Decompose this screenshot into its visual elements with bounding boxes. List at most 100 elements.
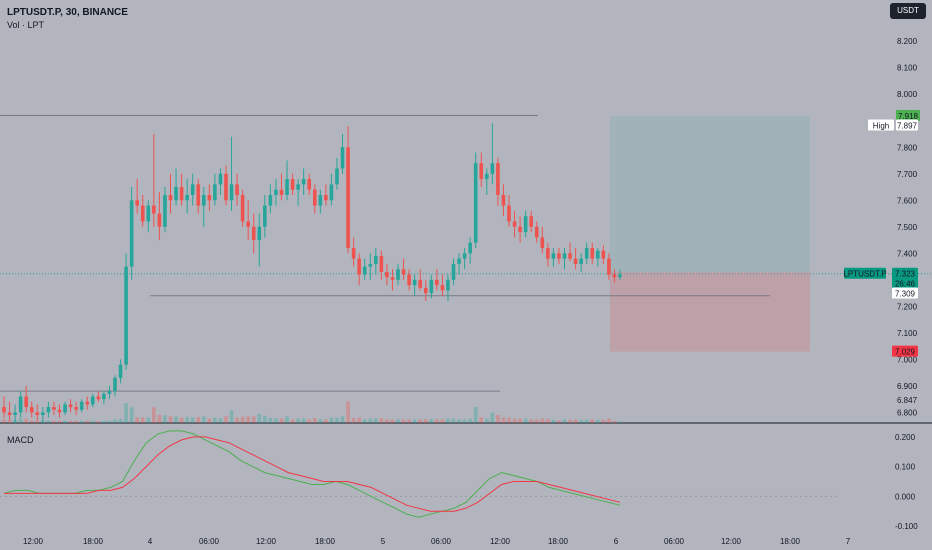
level-price-tag: 7.309 <box>895 289 916 298</box>
volume-bar <box>229 410 234 423</box>
chart-title: LPTUSDT.P, 30, BINANCE <box>7 7 128 18</box>
candle-body <box>135 200 139 206</box>
macd-tick-label: 0.000 <box>895 492 916 501</box>
candle-body <box>340 147 345 169</box>
volume-bar <box>590 419 595 423</box>
volume-bar <box>507 417 511 423</box>
candle-body <box>329 184 334 201</box>
volume-bar <box>412 419 417 423</box>
time-axis[interactable]: 12:00 18:00 4 06:00 12:00 18:00 5 06:00 12:00 18:… <box>23 537 851 546</box>
volume-bar <box>152 407 156 423</box>
time-tick-label: 4 <box>148 537 153 546</box>
volume-bar <box>324 419 328 423</box>
volume-bar <box>579 419 583 423</box>
candle-body <box>41 412 45 416</box>
volume-bar <box>251 416 256 423</box>
time-tick-label: 18:00 <box>780 537 801 546</box>
volume-bar <box>368 418 373 423</box>
candle-body <box>418 279 423 288</box>
volume-bar <box>96 421 101 423</box>
volume-bar <box>457 419 461 423</box>
volume-bar <box>235 417 239 423</box>
volume-bar <box>274 418 278 423</box>
candle-body <box>7 412 12 416</box>
volume-bar <box>568 419 572 423</box>
volume-bar <box>396 419 400 423</box>
macd-label: MACD <box>7 435 34 445</box>
volume-bar <box>201 416 206 423</box>
candle-body <box>29 407 34 413</box>
time-tick-label: 12:00 <box>721 537 742 546</box>
currency-button[interactable]: USDT <box>890 3 926 19</box>
candle-body <box>435 279 439 286</box>
volume-bar <box>163 415 167 423</box>
candle-body <box>90 396 95 405</box>
volume-bar <box>401 419 406 423</box>
price-tick-label: 7.200 <box>897 302 918 311</box>
volume-bar <box>124 403 128 423</box>
time-tick-label: 18:00 <box>83 537 104 546</box>
candle-body <box>179 187 184 201</box>
position-zones <box>610 115 810 352</box>
candle-body <box>501 194 506 206</box>
candle-body <box>473 163 478 243</box>
volume-bar <box>79 420 84 423</box>
candle-body <box>274 189 278 195</box>
volume-bar <box>329 417 334 423</box>
volume-bar <box>46 420 51 423</box>
candle-body <box>74 407 78 410</box>
price-tick-label: 7.000 <box>897 355 918 364</box>
candle-body <box>190 184 195 195</box>
price-tick-label: 8.200 <box>897 37 918 46</box>
candle-body <box>118 364 123 378</box>
volume-bar <box>196 417 201 423</box>
volume-bar <box>157 414 162 423</box>
volume-bar <box>29 420 34 423</box>
candle-body <box>107 391 112 394</box>
candle-body <box>207 194 212 201</box>
time-tick-label: 06:00 <box>664 537 685 546</box>
candle-body <box>312 189 317 206</box>
candle-body <box>523 216 528 233</box>
signal-line <box>4 436 621 512</box>
volume-bar <box>523 418 528 423</box>
candle-body <box>157 213 162 227</box>
candle-body <box>379 255 384 272</box>
candles <box>2 123 622 423</box>
volume-bar <box>246 416 250 423</box>
candle-body <box>485 173 489 180</box>
candle-body <box>368 263 373 267</box>
candle-body <box>96 396 101 400</box>
volume-bar <box>479 417 484 423</box>
volume-bar <box>385 419 389 423</box>
last-price-tag: 7.323 <box>895 270 916 279</box>
volume-bar <box>296 418 300 423</box>
volume-bar <box>18 418 23 423</box>
candle-body <box>573 258 578 264</box>
candle-body <box>79 401 84 410</box>
price-tick-label: 7.500 <box>897 223 918 232</box>
candle-body <box>240 194 245 222</box>
volume-bar <box>435 419 439 423</box>
candle-body <box>551 253 556 259</box>
target-price-tag: 7.918 <box>898 112 919 121</box>
volume-bar <box>534 419 539 423</box>
candle-body <box>374 255 378 264</box>
candle-body <box>201 194 206 206</box>
candle-body <box>68 404 73 408</box>
volume-bar <box>357 417 361 423</box>
candle-body <box>618 274 622 278</box>
candle-body <box>85 401 90 405</box>
candle-body <box>579 258 583 264</box>
volume-bar <box>374 418 378 423</box>
symbol-price-tag: LPTUSDT.P <box>843 270 886 279</box>
volume-bar <box>423 419 428 423</box>
volume-bar <box>135 417 139 423</box>
volume-bar <box>451 418 456 423</box>
volume-bar <box>595 419 600 423</box>
volume-bar <box>218 418 223 423</box>
candle-body <box>357 258 361 275</box>
high-price-tag-bg <box>896 119 918 131</box>
candle-body <box>612 274 617 278</box>
